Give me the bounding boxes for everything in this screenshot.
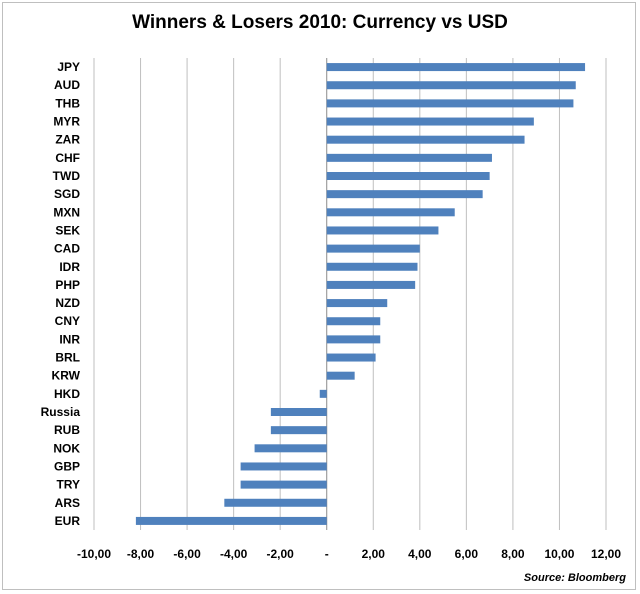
category-label: MXN: [53, 205, 80, 219]
x-tick-label: -8,00: [127, 547, 155, 561]
bar-zar: [326, 135, 525, 144]
category-labels: JPY AUD THB MYR ZAR CHF TWD SGD MXN SEK CAD IDR PHP N…: [41, 60, 81, 528]
x-tick-label: 12,00: [591, 547, 621, 561]
bar-jpy: [326, 63, 586, 72]
category-label: HKD: [54, 387, 80, 401]
bars: [135, 63, 586, 525]
x-tick-label: 6,00: [455, 547, 479, 561]
x-tick-label: -10,00: [77, 547, 111, 561]
category-label: AUD: [54, 78, 80, 92]
gridlines: [93, 58, 607, 530]
category-label: SEK: [55, 223, 80, 237]
category-label: NOK: [53, 441, 80, 455]
bar-eur: [135, 516, 327, 525]
category-label: JPY: [57, 60, 80, 74]
bar-inr: [326, 335, 381, 344]
bar-thb: [326, 99, 574, 108]
source-note: Source: Bloomberg: [523, 572, 626, 584]
category-label: CHF: [55, 151, 80, 165]
category-label: NZD: [55, 296, 80, 310]
category-label: MYR: [53, 115, 80, 129]
category-label: TWD: [53, 169, 81, 183]
category-label: GBP: [54, 459, 80, 473]
bar-nok: [254, 444, 327, 453]
category-label: EUR: [55, 514, 81, 528]
category-label: RUB: [54, 423, 80, 437]
x-tick-label: 2,00: [362, 547, 386, 561]
x-tick-label: -6,00: [173, 547, 201, 561]
category-label: ZAR: [55, 133, 80, 147]
category-label: CAD: [54, 242, 80, 256]
bar-gbp: [240, 462, 327, 471]
bar-cad: [326, 244, 420, 253]
bar-nzd: [326, 299, 388, 308]
category-label: INR: [59, 332, 80, 346]
x-tick-labels: -10,00 -8,00 -6,00 -4,00 -2,00-2,00 4,00 6,00 8…: [77, 547, 621, 561]
chart-title: Winners & Losers 2010: Currency vs USD: [132, 12, 508, 33]
bar-brl: [326, 353, 376, 362]
category-label: CNY: [55, 314, 80, 328]
bar-sek: [326, 226, 439, 235]
category-label: ARS: [55, 496, 80, 510]
category-label: TRY: [56, 478, 80, 492]
bar-try: [240, 480, 327, 489]
category-label: KRW: [52, 369, 81, 383]
bar-rub: [270, 426, 327, 435]
category-label: Russia: [41, 405, 81, 419]
bar-hkd: [319, 389, 327, 398]
x-tick-label: -4,00: [220, 547, 248, 561]
bar-php: [326, 280, 416, 289]
category-label: IDR: [59, 260, 80, 274]
x-tick-label: 10,00: [544, 547, 574, 561]
bar-aud: [326, 81, 576, 90]
x-tick-label: -: [325, 547, 329, 561]
bar-cny: [326, 317, 381, 326]
category-label: PHP: [55, 278, 80, 292]
x-tick-label: 4,00: [408, 547, 432, 561]
bar-krw: [326, 371, 355, 380]
category-label: BRL: [55, 351, 80, 365]
x-tick-label: -2,00: [267, 547, 295, 561]
bar-mxn: [326, 208, 455, 217]
bar-chf: [326, 153, 492, 162]
x-tick-label: 8,00: [501, 547, 525, 561]
bar-sgd: [326, 190, 483, 199]
bar-idr: [326, 262, 418, 271]
bar-twd: [326, 172, 490, 180]
category-label: THB: [55, 96, 80, 110]
category-label: SGD: [54, 187, 80, 201]
bar-ars: [224, 498, 327, 507]
bar-russia: [270, 408, 327, 416]
bar-myr: [326, 117, 534, 126]
